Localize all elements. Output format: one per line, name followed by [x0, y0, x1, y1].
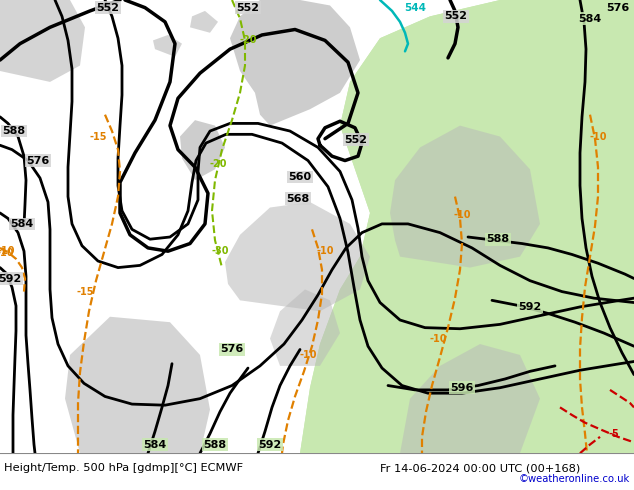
- Text: 588: 588: [3, 126, 25, 136]
- Text: -10: -10: [0, 248, 14, 258]
- Text: -15: -15: [76, 287, 94, 296]
- Polygon shape: [270, 290, 340, 366]
- Text: 588: 588: [204, 440, 226, 449]
- Text: -20: -20: [239, 35, 257, 46]
- Text: -10: -10: [0, 246, 15, 256]
- Text: 544: 544: [404, 2, 426, 13]
- Text: -5: -5: [609, 429, 619, 439]
- Text: 592: 592: [0, 273, 22, 284]
- Text: -30: -30: [211, 246, 229, 256]
- Polygon shape: [190, 11, 218, 33]
- Polygon shape: [400, 344, 540, 453]
- Text: -10: -10: [316, 246, 333, 256]
- Text: 560: 560: [288, 172, 311, 182]
- Text: -10: -10: [299, 350, 317, 360]
- Polygon shape: [0, 0, 85, 82]
- Text: 584: 584: [578, 14, 602, 24]
- Text: 592: 592: [259, 440, 281, 449]
- Text: 584: 584: [10, 219, 34, 229]
- Text: 576: 576: [606, 2, 630, 13]
- Polygon shape: [225, 202, 370, 311]
- Polygon shape: [390, 125, 540, 268]
- Polygon shape: [65, 317, 210, 453]
- Text: 596: 596: [450, 383, 474, 392]
- Polygon shape: [230, 0, 360, 125]
- Text: ©weatheronline.co.uk: ©weatheronline.co.uk: [519, 474, 630, 484]
- Text: 584: 584: [143, 440, 167, 449]
- Text: 568: 568: [287, 194, 309, 204]
- Polygon shape: [300, 0, 634, 453]
- Text: -10: -10: [453, 210, 471, 220]
- Text: 576: 576: [27, 155, 49, 166]
- Text: Fr 14-06-2024 00:00 UTC (00+168): Fr 14-06-2024 00:00 UTC (00+168): [380, 463, 580, 473]
- Text: -20: -20: [209, 159, 227, 169]
- Text: 552: 552: [96, 2, 119, 13]
- Text: -10: -10: [429, 334, 447, 343]
- Polygon shape: [300, 0, 634, 453]
- Polygon shape: [153, 35, 182, 57]
- Text: -10: -10: [589, 131, 607, 142]
- Text: -15: -15: [89, 131, 107, 142]
- Text: 552: 552: [444, 11, 467, 22]
- Polygon shape: [180, 120, 225, 180]
- Text: 592: 592: [519, 302, 541, 312]
- Text: 552: 552: [236, 2, 259, 13]
- Text: 552: 552: [344, 135, 368, 145]
- Text: 576: 576: [221, 344, 243, 354]
- Text: Height/Temp. 500 hPa [gdmp][°C] ECMWF: Height/Temp. 500 hPa [gdmp][°C] ECMWF: [4, 463, 243, 473]
- Text: 588: 588: [486, 234, 510, 244]
